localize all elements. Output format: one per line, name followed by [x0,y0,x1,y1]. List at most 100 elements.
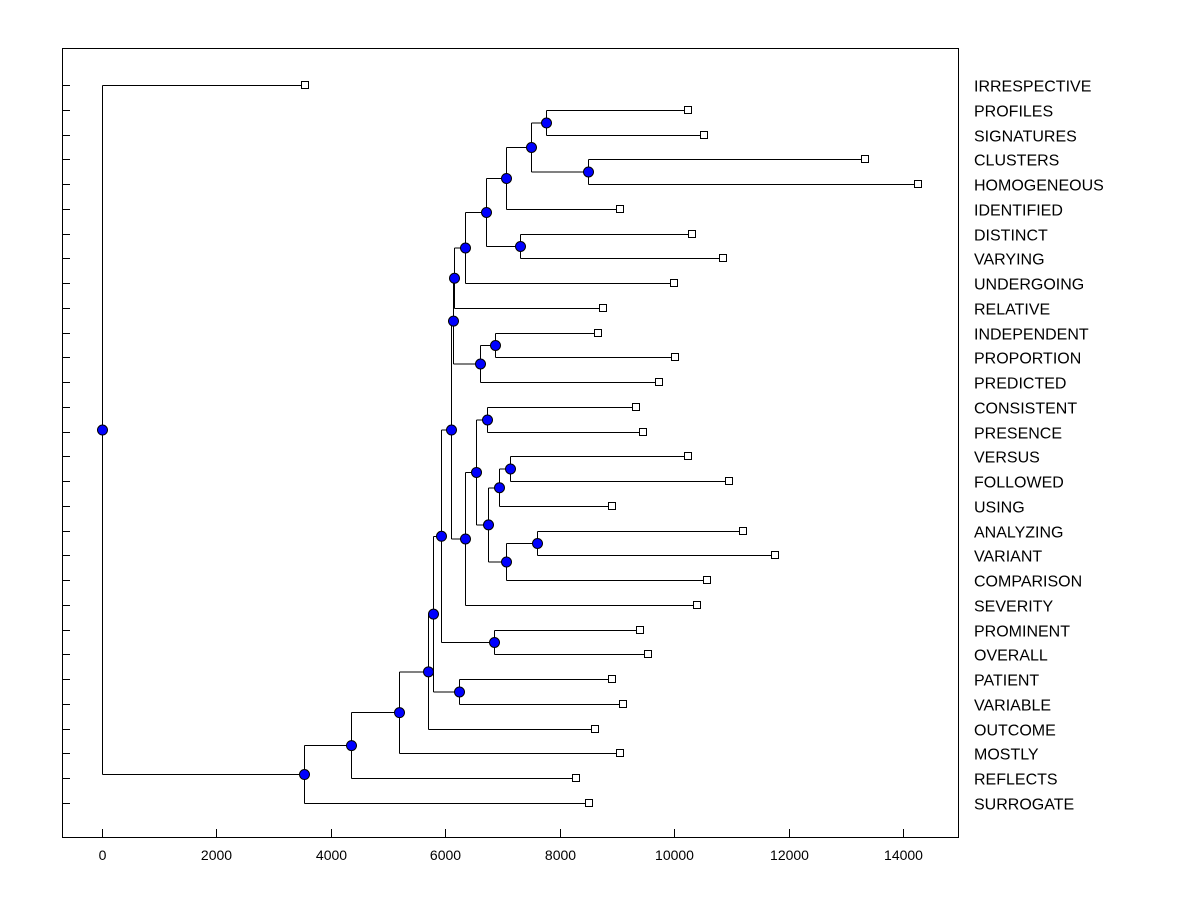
node-marker-n25 [423,666,434,678]
leaf-label-overall: OVERALL [974,648,1048,665]
leaf-marker-signatures [700,131,708,139]
leaf-label-profiles: PROFILES [974,104,1053,121]
leaf-marker-clusters [861,155,869,163]
x-axis: 0 2000 4000 6000 8000 10000 12000 14000 [99,829,923,863]
leaf-label-undergoing: UNDERGOING [974,277,1084,294]
leaf-marker-independent [594,329,602,337]
node-marker-n16 [501,556,512,568]
leaf-label-comparison: COMPARISON [974,574,1082,591]
leaf-marker-variant [771,551,779,559]
node-marker-n3 [526,142,537,153]
node-marker-n22 [436,530,447,542]
node-marker-n19 [460,533,471,545]
leaf-marker-mostly [616,749,624,757]
leaf-label-surrogate: SURROGATE [974,797,1074,814]
leaf-marker-severity [693,601,701,609]
leaf-label-variable: VARIABLE [974,698,1051,715]
leaf-label-varying: VARYING [974,252,1045,269]
leaf-label-followed: FOLLOWED [974,475,1064,492]
leaf-marker-distinct [688,230,696,238]
leaf-label-homogeneous: HOMOGENEOUS [974,178,1104,195]
leaf-label-irrespective: IRRESPECTIVE [974,79,1091,96]
node-marker-n20 [446,424,457,436]
node-marker-n10 [475,358,486,370]
node-marker-n14 [494,482,505,494]
leaf-label-predicted: PREDICTED [974,376,1066,393]
node-markers [97,117,594,781]
leaf-marker-comparison [703,576,711,584]
leaf-label-using: USING [974,500,1025,517]
node-marker-n26 [394,707,405,719]
leaf-marker-undergoing [670,279,678,287]
leaf-label-clusters: CLUSTERS [974,153,1059,170]
leaf-marker-versus [684,452,692,460]
leaf-label-presence: PRESENCE [974,426,1062,443]
leaf-marker-variable [619,700,627,708]
leaf-marker-proportion [671,353,679,361]
x-tick-label-6000: 6000 [430,847,461,863]
node-marker-n12 [482,414,493,426]
leaf-marker-surrogate [585,799,593,807]
leaf-marker-analyzing [739,527,747,535]
leaf-label-patient: PATIENT [974,673,1039,690]
leaf-labels: IRRESPECTIVE PROFILES SIGNATURES CLUSTERS HO… [974,79,1104,814]
plot-frame [62,48,959,838]
leaf-marker-relative [599,304,607,312]
leaf-markers [301,81,922,807]
leaf-label-mostly: MOSTLY [974,747,1039,764]
node-marker-n23 [454,686,465,698]
leaf-marker-profiles [684,106,692,114]
leaf-label-identified: IDENTIFIED [974,203,1063,220]
x-tick-label-4000: 4000 [316,847,347,863]
node-marker-n4 [501,173,512,184]
leaf-marker-irrespective [301,81,309,89]
leaf-marker-reflects [572,774,580,782]
leaf-label-reflects: REFLECTS [974,772,1058,789]
leaf-label-consistent: CONSISTENT [974,401,1077,418]
leaf-label-independent: INDEPENDENT [974,327,1089,344]
x-tick-label-2000: 2000 [201,847,232,863]
node-marker-n27 [346,740,357,752]
leaf-marker-followed [725,477,733,485]
x-tick-label-10000: 10000 [655,847,694,863]
leaf-label-relative: RELATIVE [974,302,1050,319]
node-marker-n9 [490,340,501,351]
leaf-label-versus: VERSUS [974,450,1040,467]
leaf-marker-prominent [636,626,644,634]
leaf-marker-identified [616,205,624,213]
x-tick-label-0: 0 [99,847,107,863]
leaf-marker-using [608,502,616,510]
leaf-label-severity: SEVERITY [974,599,1053,616]
node-marker-n17 [483,519,494,531]
node-marker-n8 [449,272,460,284]
x-tick-label-14000: 14000 [884,847,923,863]
x-tick-label-12000: 12000 [770,847,809,863]
leaf-marker-presence [639,428,647,436]
leaf-marker-overall [644,650,652,658]
leaf-marker-consistent [632,403,640,411]
leaf-marker-outcome [591,725,599,733]
leaf-label-proportion: PROPORTION [974,351,1081,368]
leaf-marker-homogeneous [914,180,922,188]
leaf-label-analyzing: ANALYZING [974,525,1064,542]
node-marker-n2 [583,166,594,178]
node-marker-n28 [299,769,310,781]
branches [102,85,919,804]
leaf-marker-predicted [655,378,663,386]
leaf-label-signatures: SIGNATURES [974,129,1077,146]
y-tick-marks [62,85,70,804]
node-marker-n15 [532,538,543,549]
node-marker-n13 [505,463,516,475]
node-marker-n21 [489,637,500,648]
node-marker-n24 [428,608,439,620]
x-tick-label-8000: 8000 [545,847,576,863]
node-marker-n6 [481,207,492,218]
node-marker-n5 [515,241,526,252]
node-marker-n11 [448,315,459,327]
node-marker-n29 [97,424,108,436]
leaf-label-distinct: DISTINCT [974,228,1048,245]
leaf-label-prominent: PROMINENT [974,624,1070,641]
node-marker-n18 [471,466,482,478]
leaf-label-variant: VARIANT [974,549,1042,566]
